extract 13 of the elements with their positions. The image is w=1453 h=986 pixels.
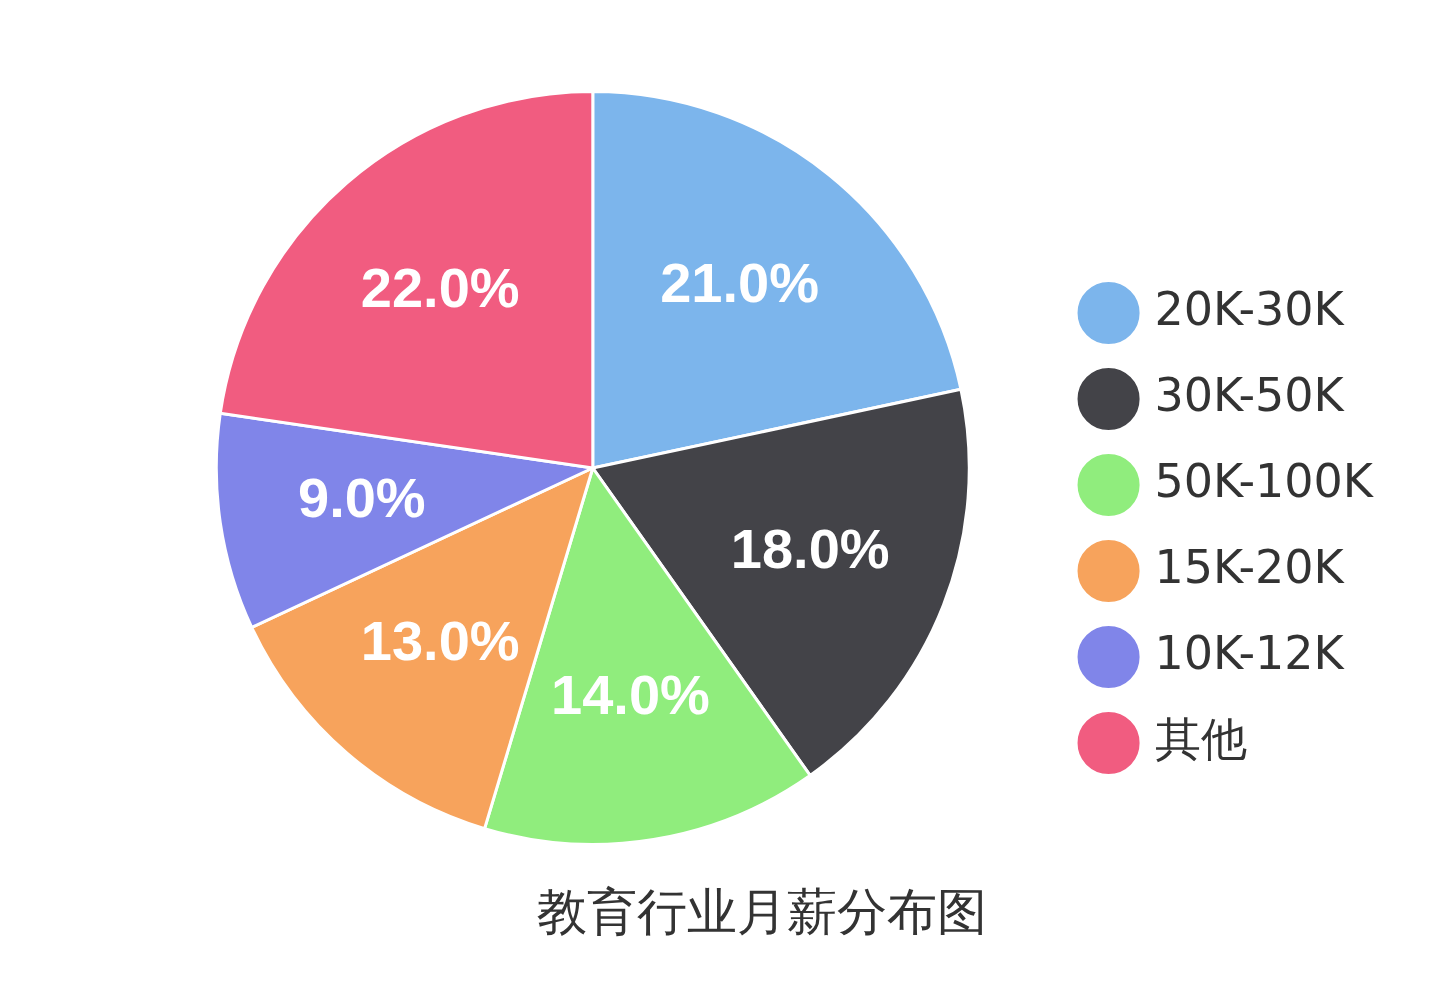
legend-label: 15K-20K xyxy=(1154,539,1346,594)
text: 教育行业月薪分布图 xyxy=(536,882,987,941)
data-label: 14.0% xyxy=(551,662,710,726)
data-label: 21.0% xyxy=(660,250,819,314)
data-label: 22.0% xyxy=(360,255,520,319)
data-label: 13.0% xyxy=(360,609,520,673)
legend-label: 50K-100K xyxy=(1154,453,1375,508)
legend-label: 20K-30K xyxy=(1154,281,1346,336)
legend-label: 10K-12K xyxy=(1154,625,1346,680)
legend-label: 30K-50K xyxy=(1154,367,1346,422)
legend-label: 其他 xyxy=(1154,711,1247,766)
data-label: 18.0% xyxy=(730,517,890,581)
data-label: 9.0% xyxy=(298,466,426,530)
